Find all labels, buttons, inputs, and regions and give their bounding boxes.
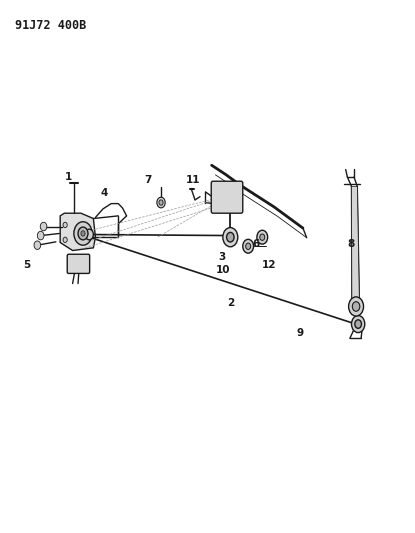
Circle shape <box>37 231 44 240</box>
Circle shape <box>63 237 67 243</box>
Text: 12: 12 <box>262 261 276 270</box>
Text: 9: 9 <box>296 328 303 337</box>
Text: 91J72 400B: 91J72 400B <box>15 19 86 31</box>
Circle shape <box>246 243 251 249</box>
Text: 2: 2 <box>227 298 234 308</box>
Circle shape <box>257 230 268 244</box>
Circle shape <box>74 222 92 245</box>
Polygon shape <box>60 213 95 251</box>
Circle shape <box>227 232 234 242</box>
Text: 8: 8 <box>347 239 354 249</box>
Circle shape <box>85 229 93 240</box>
Circle shape <box>352 316 365 333</box>
FancyBboxPatch shape <box>67 254 90 273</box>
Text: 6: 6 <box>253 239 260 248</box>
Text: 7: 7 <box>144 175 151 184</box>
Circle shape <box>78 227 88 240</box>
FancyBboxPatch shape <box>211 181 243 213</box>
Polygon shape <box>352 187 359 304</box>
Circle shape <box>223 228 238 247</box>
Circle shape <box>355 320 361 328</box>
Text: 10: 10 <box>216 265 230 275</box>
Circle shape <box>63 222 67 228</box>
Circle shape <box>40 222 47 231</box>
Text: 4: 4 <box>101 188 108 198</box>
Circle shape <box>81 231 85 236</box>
Circle shape <box>349 297 364 316</box>
Text: 3: 3 <box>218 252 226 262</box>
Text: 5: 5 <box>23 261 31 270</box>
Text: 1: 1 <box>64 172 72 182</box>
Circle shape <box>260 234 265 240</box>
Circle shape <box>157 197 165 208</box>
Circle shape <box>352 302 360 311</box>
Circle shape <box>34 241 41 249</box>
Circle shape <box>159 200 163 205</box>
Text: 11: 11 <box>186 175 200 184</box>
Circle shape <box>243 239 254 253</box>
